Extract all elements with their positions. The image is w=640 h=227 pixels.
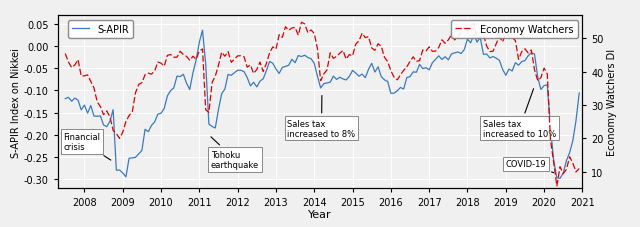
S-APIR [198, 30, 206, 32]
S-APIR [234, 70, 241, 72]
S-APIR [403, 77, 411, 80]
Y-axis label: S-APIR Index on Nikkei: S-APIR Index on Nikkei [11, 47, 20, 157]
Economy Watchers [227, 62, 235, 64]
Economy Watchers [230, 59, 238, 61]
Y-axis label: Economy Watchers DI: Economy Watchers DI [607, 49, 616, 155]
Economy Watchers [473, 37, 481, 40]
S-APIR [230, 72, 238, 75]
Legend: Economy Watchers: Economy Watchers [451, 21, 577, 38]
Economy Watchers [403, 66, 411, 69]
S-APIR [556, 177, 564, 180]
Economy Watchers [553, 185, 561, 188]
S-APIR [106, 120, 114, 123]
Text: Tohoku
earthquake: Tohoku earthquake [211, 137, 259, 169]
S-APIR [476, 37, 484, 40]
Economy Watchers [298, 22, 305, 25]
S-APIR [61, 98, 69, 101]
Text: COVID-19: COVID-19 [506, 160, 554, 173]
Economy Watchers [106, 116, 114, 119]
Economy Watchers [575, 167, 583, 170]
Economy Watchers [476, 38, 484, 40]
Line: S-APIR: S-APIR [65, 31, 579, 178]
S-APIR [473, 42, 481, 44]
Line: Economy Watchers: Economy Watchers [65, 23, 579, 186]
Text: Sales tax
increased to 8%: Sales tax increased to 8% [287, 96, 356, 138]
Economy Watchers [61, 53, 69, 56]
Text: Financial
crisis: Financial crisis [63, 132, 111, 160]
Legend: S-APIR: S-APIR [68, 21, 132, 38]
S-APIR [575, 92, 583, 95]
Text: Sales tax
increased to 10%: Sales tax increased to 10% [483, 89, 556, 138]
X-axis label: Year: Year [308, 209, 332, 219]
